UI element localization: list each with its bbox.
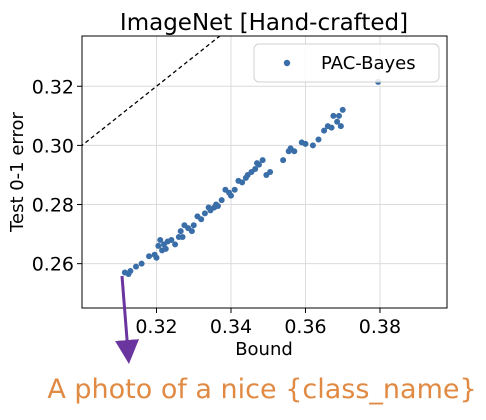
data-point bbox=[162, 245, 169, 252]
data-point bbox=[155, 242, 162, 249]
y-axis-label: Test 0-1 error bbox=[7, 111, 28, 232]
data-points bbox=[121, 78, 382, 277]
legend-label: PAC-Bayes bbox=[321, 53, 416, 74]
data-point bbox=[267, 169, 274, 175]
legend-box bbox=[253, 43, 440, 83]
data-point bbox=[127, 268, 134, 275]
y-tick-labels: 0.26 0.28 0.30 0.32 bbox=[32, 76, 82, 276]
data-point bbox=[239, 179, 246, 186]
data-point bbox=[153, 254, 160, 261]
data-point bbox=[255, 161, 262, 168]
x-tick-label: 0.34 bbox=[210, 316, 252, 338]
data-point bbox=[188, 228, 195, 235]
x-tick-labels: 0.32 0.34 0.36 0.38 bbox=[135, 308, 401, 338]
data-point bbox=[252, 166, 259, 173]
data-point bbox=[179, 234, 186, 241]
chart-title: ImageNet [Hand-crafted] bbox=[120, 10, 408, 36]
data-point bbox=[315, 136, 322, 143]
data-point bbox=[259, 157, 266, 164]
data-point bbox=[302, 140, 309, 147]
data-point bbox=[172, 241, 179, 248]
data-point bbox=[198, 216, 205, 223]
data-point bbox=[177, 228, 184, 235]
data-point bbox=[321, 127, 328, 134]
data-point bbox=[339, 106, 346, 113]
data-point bbox=[133, 263, 140, 270]
x-axis-label: Bound bbox=[235, 339, 293, 360]
data-point bbox=[168, 237, 175, 243]
data-point bbox=[138, 260, 145, 267]
data-point bbox=[337, 123, 344, 130]
x-tick-label: 0.36 bbox=[284, 316, 326, 338]
data-point bbox=[335, 112, 342, 119]
data-point bbox=[218, 197, 225, 204]
data-point bbox=[157, 237, 164, 243]
data-point bbox=[280, 157, 287, 164]
annotation-arrow bbox=[115, 275, 140, 364]
data-point bbox=[146, 253, 153, 260]
data-point bbox=[291, 148, 298, 155]
data-point bbox=[190, 222, 197, 229]
x-tick-label: 0.38 bbox=[359, 316, 401, 338]
y-tick-label: 0.32 bbox=[32, 76, 74, 98]
data-point bbox=[334, 118, 341, 125]
data-point bbox=[214, 203, 221, 209]
x-tick-label: 0.32 bbox=[135, 316, 177, 338]
data-point bbox=[309, 142, 316, 149]
legend-marker bbox=[283, 59, 291, 67]
data-point bbox=[231, 186, 238, 193]
y-tick-label: 0.30 bbox=[32, 135, 74, 157]
y-tick-label: 0.28 bbox=[32, 195, 74, 217]
caption-annotation: A photo of a nice {class_name} bbox=[47, 374, 476, 405]
legend: PAC-Bayes bbox=[253, 43, 440, 83]
data-point bbox=[201, 210, 208, 217]
plot-area bbox=[81, 35, 448, 309]
data-point bbox=[328, 124, 335, 131]
data-point bbox=[330, 112, 337, 119]
y-tick-label: 0.26 bbox=[32, 254, 74, 276]
data-point bbox=[227, 192, 234, 199]
